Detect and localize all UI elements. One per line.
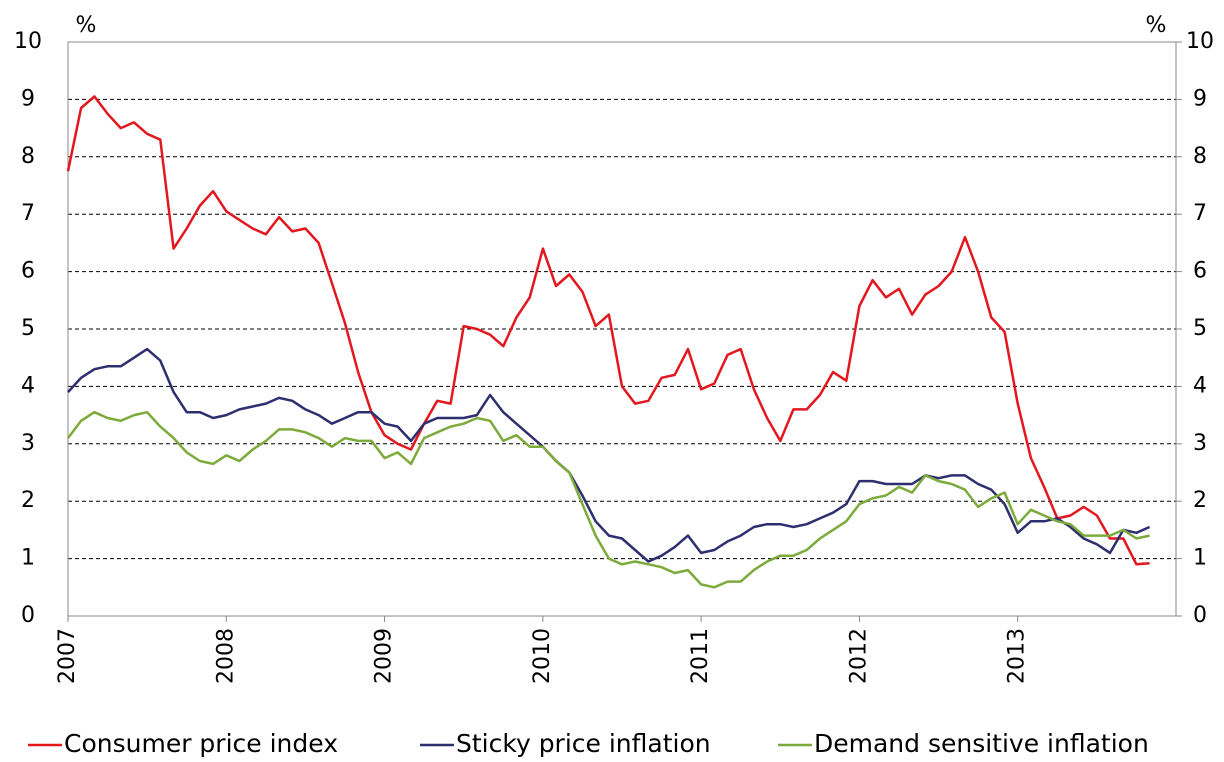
y-tick-label: 10 — [14, 29, 42, 54]
y2-tick-label: 10 — [1186, 29, 1214, 54]
x-tick-label: 2009 — [372, 628, 397, 684]
y2-tick-label: 6 — [1193, 259, 1207, 284]
y2-tick-label: 5 — [1193, 316, 1207, 341]
y2-tick-label: 1 — [1193, 546, 1207, 571]
legend-label: Demand sensitive inflation — [814, 729, 1149, 758]
y-tick-label: 7 — [21, 201, 35, 226]
series-line — [67, 347, 1151, 563]
y-tick-label: 6 — [21, 259, 35, 284]
y-axis-label: % — [76, 13, 97, 38]
series-line — [67, 410, 1150, 589]
y2-tick-label: 4 — [1193, 373, 1207, 398]
y2-tick-label: 3 — [1193, 431, 1207, 456]
y2-tick-label: 2 — [1193, 488, 1207, 513]
y2-tick-label: 0 — [1193, 603, 1207, 628]
x-tick-label: 2011 — [688, 628, 713, 684]
y-tick-label: 1 — [21, 546, 35, 571]
y-tick-label: 4 — [21, 373, 35, 398]
legend-label: Consumer price index — [64, 729, 338, 758]
y2-tick-label: 9 — [1193, 86, 1207, 111]
series-line — [66, 95, 1150, 566]
x-tick-label: 2010 — [530, 628, 555, 684]
x-tick-label: 2013 — [1005, 628, 1030, 684]
x-tick-label: 2012 — [846, 628, 871, 684]
x-tick-label: 2008 — [213, 628, 238, 684]
plot-frame — [67, 41, 1177, 617]
y2-tick-label: 7 — [1193, 201, 1207, 226]
y2-tick-label: 8 — [1193, 144, 1207, 169]
y-tick-label: 3 — [21, 431, 35, 456]
x-tick-label: 2007 — [55, 628, 80, 684]
y-tick-label: 8 — [21, 144, 35, 169]
legend-label: Sticky price inflation — [456, 729, 711, 758]
y-tick-label: 0 — [21, 603, 35, 628]
y-tick-label: 9 — [21, 86, 35, 111]
y-tick-label: 5 — [21, 316, 35, 341]
y2-axis-label: % — [1146, 13, 1167, 38]
y-tick-label: 2 — [21, 488, 35, 513]
